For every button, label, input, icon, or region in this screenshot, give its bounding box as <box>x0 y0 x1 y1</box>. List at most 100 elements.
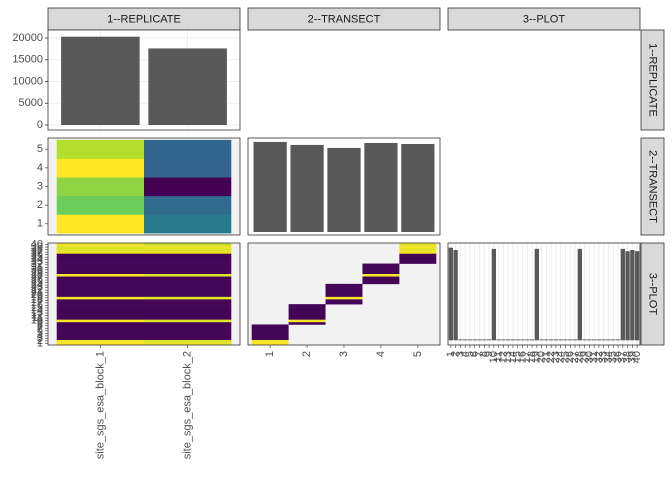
bar <box>630 250 635 341</box>
bar <box>491 248 496 341</box>
heatmap-cell <box>144 278 232 282</box>
heatmap-cell <box>56 271 144 275</box>
heatmap-cell <box>144 243 232 247</box>
column-strip <box>447 7 641 31</box>
x-tick-label: 25 <box>559 351 571 363</box>
y-tick-label: 0 <box>37 119 43 131</box>
heatmap-cell <box>144 283 232 287</box>
x-tick-label: 4 <box>375 351 387 357</box>
y-tick-label: 3 <box>37 180 43 192</box>
heatmap-cell <box>56 195 144 215</box>
y-tick-label: 10 <box>31 315 43 327</box>
heatmap-cell <box>56 263 144 267</box>
heatmap-cell <box>144 342 232 346</box>
heatmap-cell <box>56 255 144 259</box>
y-tick-label: 20 <box>31 289 43 301</box>
bar <box>572 339 578 341</box>
heatmap-cell <box>144 271 232 275</box>
y-tick-label: 15 <box>31 302 43 314</box>
y-tick-label: 25 <box>31 276 43 288</box>
heatmap-cell <box>399 250 437 254</box>
bar <box>61 36 140 125</box>
heatmap-cell <box>325 294 363 297</box>
x-tick-label: 23 <box>550 351 562 363</box>
bar <box>253 141 287 232</box>
x-tick-label: 36 <box>612 351 624 363</box>
y-tick-label: 10000 <box>12 75 43 87</box>
x-tick-label: 33 <box>598 351 610 363</box>
y-tick-label: 6 <box>37 325 43 337</box>
bar <box>534 248 539 341</box>
heatmap-cell <box>56 245 144 249</box>
heatmap-cell <box>56 248 144 252</box>
heatmap-cell <box>144 263 232 267</box>
heatmap-cell <box>325 283 363 287</box>
bar <box>506 339 511 341</box>
y-tick-label: 34 <box>31 254 43 266</box>
y-tick-label: 38 <box>31 244 43 256</box>
x-tick-label: 20 <box>536 351 548 363</box>
heatmap-cell <box>56 177 144 197</box>
x-tick-label: 28 <box>574 351 586 363</box>
heatmap-cell <box>325 291 363 295</box>
x-tick-label: 39 <box>626 351 638 363</box>
panel-border <box>447 242 641 346</box>
heatmap-cell <box>56 326 144 330</box>
heatmap-cell <box>251 342 289 346</box>
bar <box>634 251 640 341</box>
heatmap-cell <box>56 158 144 178</box>
y-tick-label: 20000 <box>12 32 43 44</box>
y-tick-label: 39 <box>31 241 43 253</box>
panel-border <box>47 29 241 131</box>
heatmap-cell <box>56 311 144 315</box>
heatmap-cell <box>56 304 144 307</box>
column-strip-label: 1--REPLICATE <box>107 13 181 25</box>
heatmap-cell <box>144 255 232 259</box>
heatmap-cell <box>288 319 326 323</box>
y-tick-label: 17 <box>31 297 43 309</box>
heatmap-cell <box>56 339 144 343</box>
y-tick-label: 21 <box>31 287 43 299</box>
heatmap-cell <box>288 314 326 318</box>
row-strip-label: 1--REPLICATE <box>647 43 659 117</box>
y-tick-label: 19 <box>31 292 43 304</box>
y-tick-label: 37 <box>31 246 43 258</box>
y-tick-label: 8 <box>37 320 43 332</box>
bar <box>582 339 587 341</box>
x-tick-label: 1 <box>445 351 457 357</box>
x-tick-label: 14 <box>507 351 519 363</box>
y-tick-label: 15000 <box>12 54 43 66</box>
heatmap-cell <box>144 329 232 333</box>
bar <box>515 339 520 341</box>
bar <box>148 48 227 125</box>
heatmap-cell <box>362 276 400 280</box>
heatmap-cell <box>144 321 232 325</box>
y-tick-label: 5 <box>37 143 43 155</box>
heatmap-cell <box>144 334 232 338</box>
heatmap-cell <box>144 177 232 197</box>
heatmap-cell <box>325 299 363 302</box>
heatmap-cell <box>362 281 400 285</box>
y-tick-label: 4 <box>37 162 43 174</box>
x-tick-label: 3 <box>454 351 466 357</box>
x-tick-label: 4 <box>459 351 471 357</box>
heatmap-cell <box>144 304 232 307</box>
x-tick-label: 12 <box>497 351 509 363</box>
x-tick-label: 5 <box>464 351 476 357</box>
heatmap-cell <box>56 258 144 262</box>
y-tick-label: 1 <box>37 218 43 230</box>
x-tick-label: 27 <box>569 351 581 363</box>
heatmap-cell <box>56 324 144 328</box>
x-tick-label: 13 <box>502 351 514 363</box>
column-strip-label: 3--PLOT <box>523 13 565 25</box>
bar <box>568 339 573 341</box>
panel-background <box>448 243 640 345</box>
heatmap-cell <box>56 278 144 282</box>
panel-border <box>247 137 441 236</box>
bar <box>620 248 625 341</box>
x-tick-label: 30 <box>583 351 595 363</box>
bar <box>601 339 606 341</box>
heatmap-cell <box>399 258 437 262</box>
heatmap-cell <box>144 299 232 302</box>
bar <box>486 339 492 341</box>
